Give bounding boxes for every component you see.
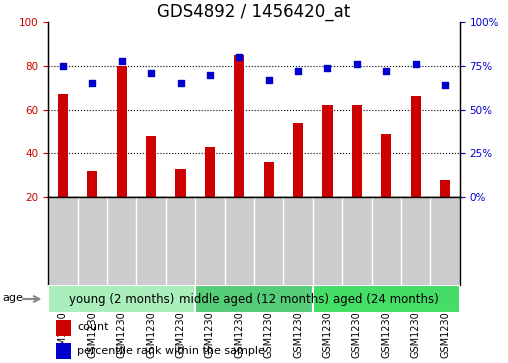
Point [294, 68, 302, 74]
Bar [58, 94, 68, 197]
Bar [146, 136, 156, 197]
Point [88, 80, 97, 86]
Point [147, 70, 155, 76]
Text: middle aged (12 months): middle aged (12 months) [179, 293, 329, 306]
Text: age: age [3, 293, 23, 303]
Bar [234, 55, 244, 197]
Text: aged (24 months): aged (24 months) [333, 293, 439, 306]
Text: young (2 months): young (2 months) [69, 293, 174, 306]
Title: GDS4892 / 1456420_at: GDS4892 / 1456420_at [157, 3, 351, 21]
Point [235, 54, 243, 60]
Bar [195, 285, 313, 313]
Bar [440, 179, 450, 197]
Bar [117, 66, 127, 197]
Bar [175, 168, 185, 197]
Bar [352, 105, 362, 197]
Bar [87, 171, 98, 197]
Bar [410, 96, 421, 197]
Bar [293, 123, 303, 197]
Bar [56, 343, 71, 359]
Bar [205, 147, 215, 197]
Point [411, 61, 420, 67]
Point [353, 61, 361, 67]
Point [324, 65, 332, 70]
Text: count: count [78, 322, 109, 333]
Bar [381, 134, 391, 197]
Point [441, 82, 449, 88]
Point [265, 77, 273, 83]
Bar [313, 285, 460, 313]
Point [118, 58, 126, 64]
Point [382, 68, 390, 74]
Point [59, 63, 67, 69]
Text: percentile rank within the sample: percentile rank within the sample [78, 346, 265, 356]
Point [206, 72, 214, 77]
Bar [264, 162, 274, 197]
Bar [56, 319, 71, 335]
Point [176, 80, 184, 86]
Bar [323, 105, 333, 197]
Bar [48, 285, 195, 313]
